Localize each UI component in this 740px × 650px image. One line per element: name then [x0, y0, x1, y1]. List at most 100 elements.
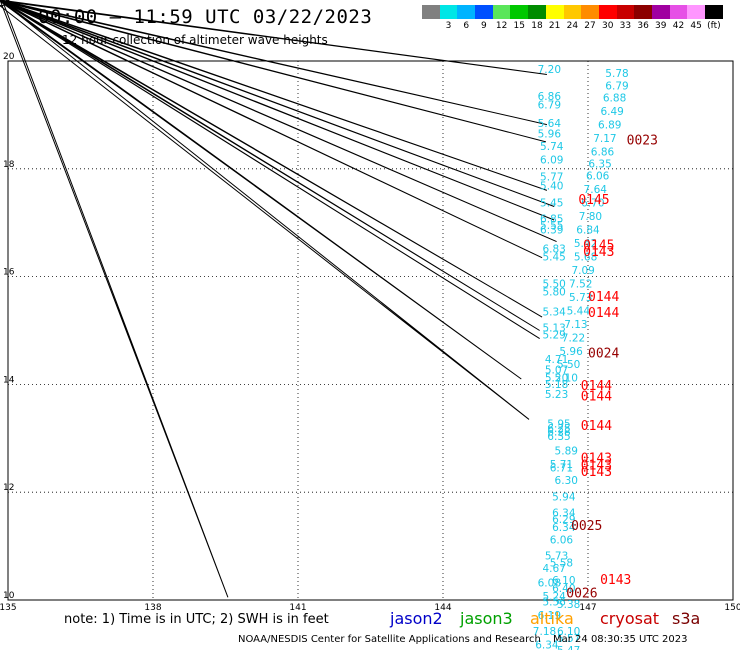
- pass-time-label: 0144: [588, 290, 619, 305]
- scale-swatch: [598, 5, 617, 19]
- swh-value: 6.70: [581, 198, 604, 210]
- swh-value: 5.89: [555, 445, 578, 457]
- swh-value: 5.50: [542, 278, 565, 290]
- swh-value: 6.88: [603, 92, 626, 104]
- lat-tick-label: 18: [3, 160, 15, 170]
- color-scale-legend: 3 6 9 12 15 18 21 24 27 30 33 36 39 42 45 (ft): [422, 5, 723, 31]
- swh-value: 6.08: [538, 578, 561, 590]
- legend-item-cryosat: cryosat: [600, 609, 660, 628]
- swh-value: 5.77: [540, 172, 563, 184]
- scale-cell: 15: [510, 5, 529, 31]
- legend-item-s3a: s3a: [672, 609, 701, 628]
- island-outline: [0, 0, 540, 331]
- scale-cell: (ft): [705, 5, 723, 31]
- scale-cell: 45: [687, 5, 705, 31]
- pass-time-label: 0144: [581, 419, 612, 434]
- scale-label: 3: [445, 21, 452, 31]
- island-outline: [0, 0, 555, 221]
- scale-swatch: [528, 5, 546, 19]
- swh-value: 5.13: [542, 323, 565, 335]
- credit-line: NOAA/NESDIS Center for Satellite Applica…: [238, 634, 541, 645]
- island-outline: [0, 0, 547, 75]
- swh-value: 5.96: [559, 346, 583, 358]
- island-outline: [0, 0, 543, 318]
- scale-swatch: [492, 5, 511, 19]
- scale-cell: 39: [651, 5, 670, 31]
- swh-value: 5.71: [550, 459, 573, 471]
- pass-time-label: 0143: [581, 465, 612, 480]
- swh-value: 6.40: [552, 583, 575, 595]
- scale-label: 15: [513, 21, 525, 31]
- scale-swatch: [651, 5, 670, 19]
- island-outline: [0, 0, 555, 207]
- scale-swatch: [581, 5, 599, 19]
- scale-label: 12: [495, 21, 508, 31]
- swh-value: 7.20: [538, 64, 561, 76]
- swh-value: 7.52: [569, 278, 592, 290]
- pass-time-label: 0145: [578, 193, 609, 208]
- lat-tick-label: 12: [3, 483, 14, 493]
- scale-label: (ft): [707, 21, 721, 31]
- swh-value: 7.09: [571, 265, 594, 277]
- swh-value: 7.18: [533, 626, 556, 638]
- scale-label: 27: [584, 21, 596, 31]
- lat-tick-label: 14: [3, 375, 15, 385]
- plot-frame: [7, 60, 734, 601]
- swh-value: 5.74: [540, 141, 564, 153]
- scale-swatch: [439, 5, 458, 19]
- swh-value: 5.20: [545, 373, 568, 385]
- pass-time-label: 0143: [583, 245, 614, 260]
- swh-value: 6.35: [547, 431, 570, 443]
- lon-tick-label: 150: [724, 603, 740, 613]
- swh-value: 4.71: [545, 354, 568, 366]
- swh-value: 6.86: [538, 91, 562, 103]
- swh-value: 5.57: [557, 633, 580, 645]
- page-title: 00:00 – 11:59 UTC 03/22/2023: [38, 6, 373, 28]
- swh-value: 6.49: [600, 106, 623, 118]
- swh-value: 6.10: [552, 575, 575, 587]
- pass-time-label: 0144: [581, 379, 612, 394]
- pass-time-label: 0143: [581, 452, 612, 467]
- island-outline: [0, 0, 547, 143]
- swh-value: 6.29: [552, 514, 575, 526]
- pass-time-label: 0143: [581, 459, 612, 474]
- scale-cell: 33: [616, 5, 635, 31]
- swh-value: 6.19: [538, 610, 561, 622]
- scale-label: 30: [601, 21, 614, 31]
- swh-value: 5.45: [540, 198, 563, 210]
- lon-tick-label: 141: [289, 603, 306, 613]
- swh-value: 7.64: [584, 184, 608, 196]
- scale-label: 39: [655, 21, 667, 31]
- scale-swatch: [616, 5, 635, 19]
- pass-time-label: 0026: [566, 586, 597, 601]
- swh-value: 5.50: [557, 359, 580, 371]
- island-outline: [0, 0, 229, 598]
- pass-time-label: 0145: [583, 239, 614, 254]
- swh-value: 5.95: [547, 419, 570, 431]
- lat-tick-label: 20: [3, 52, 15, 62]
- scale-cell: 27: [581, 5, 599, 31]
- scale-label: 21: [548, 21, 561, 31]
- lat-tick-label: 16: [3, 268, 15, 278]
- swh-value: 7.80: [579, 211, 602, 223]
- swh-value: 6.71: [550, 463, 573, 475]
- swh-value: 5.10: [555, 373, 578, 385]
- island-outline: [0, 0, 557, 243]
- scale-cell: 21: [545, 5, 564, 31]
- swh-value: 6.34: [535, 640, 559, 650]
- pass-time-label: 0143: [600, 573, 631, 588]
- scale-swatch: [475, 5, 493, 19]
- swh-value: 5.44: [567, 305, 591, 317]
- scale-swatch: [634, 5, 652, 19]
- swh-value: 6.28: [547, 427, 570, 439]
- scale-cell: 36: [634, 5, 652, 31]
- legend-item-altika: altika: [530, 609, 574, 628]
- swh-value: 6.34: [552, 507, 576, 519]
- swh-value: 5.07: [545, 365, 568, 377]
- swh-value: 6.39: [540, 224, 563, 236]
- swh-value: 5.73: [545, 551, 568, 563]
- swh-value: 6.86: [591, 146, 615, 158]
- island-outline: [0, 0, 543, 259]
- pass-time-label: 0025: [571, 519, 602, 534]
